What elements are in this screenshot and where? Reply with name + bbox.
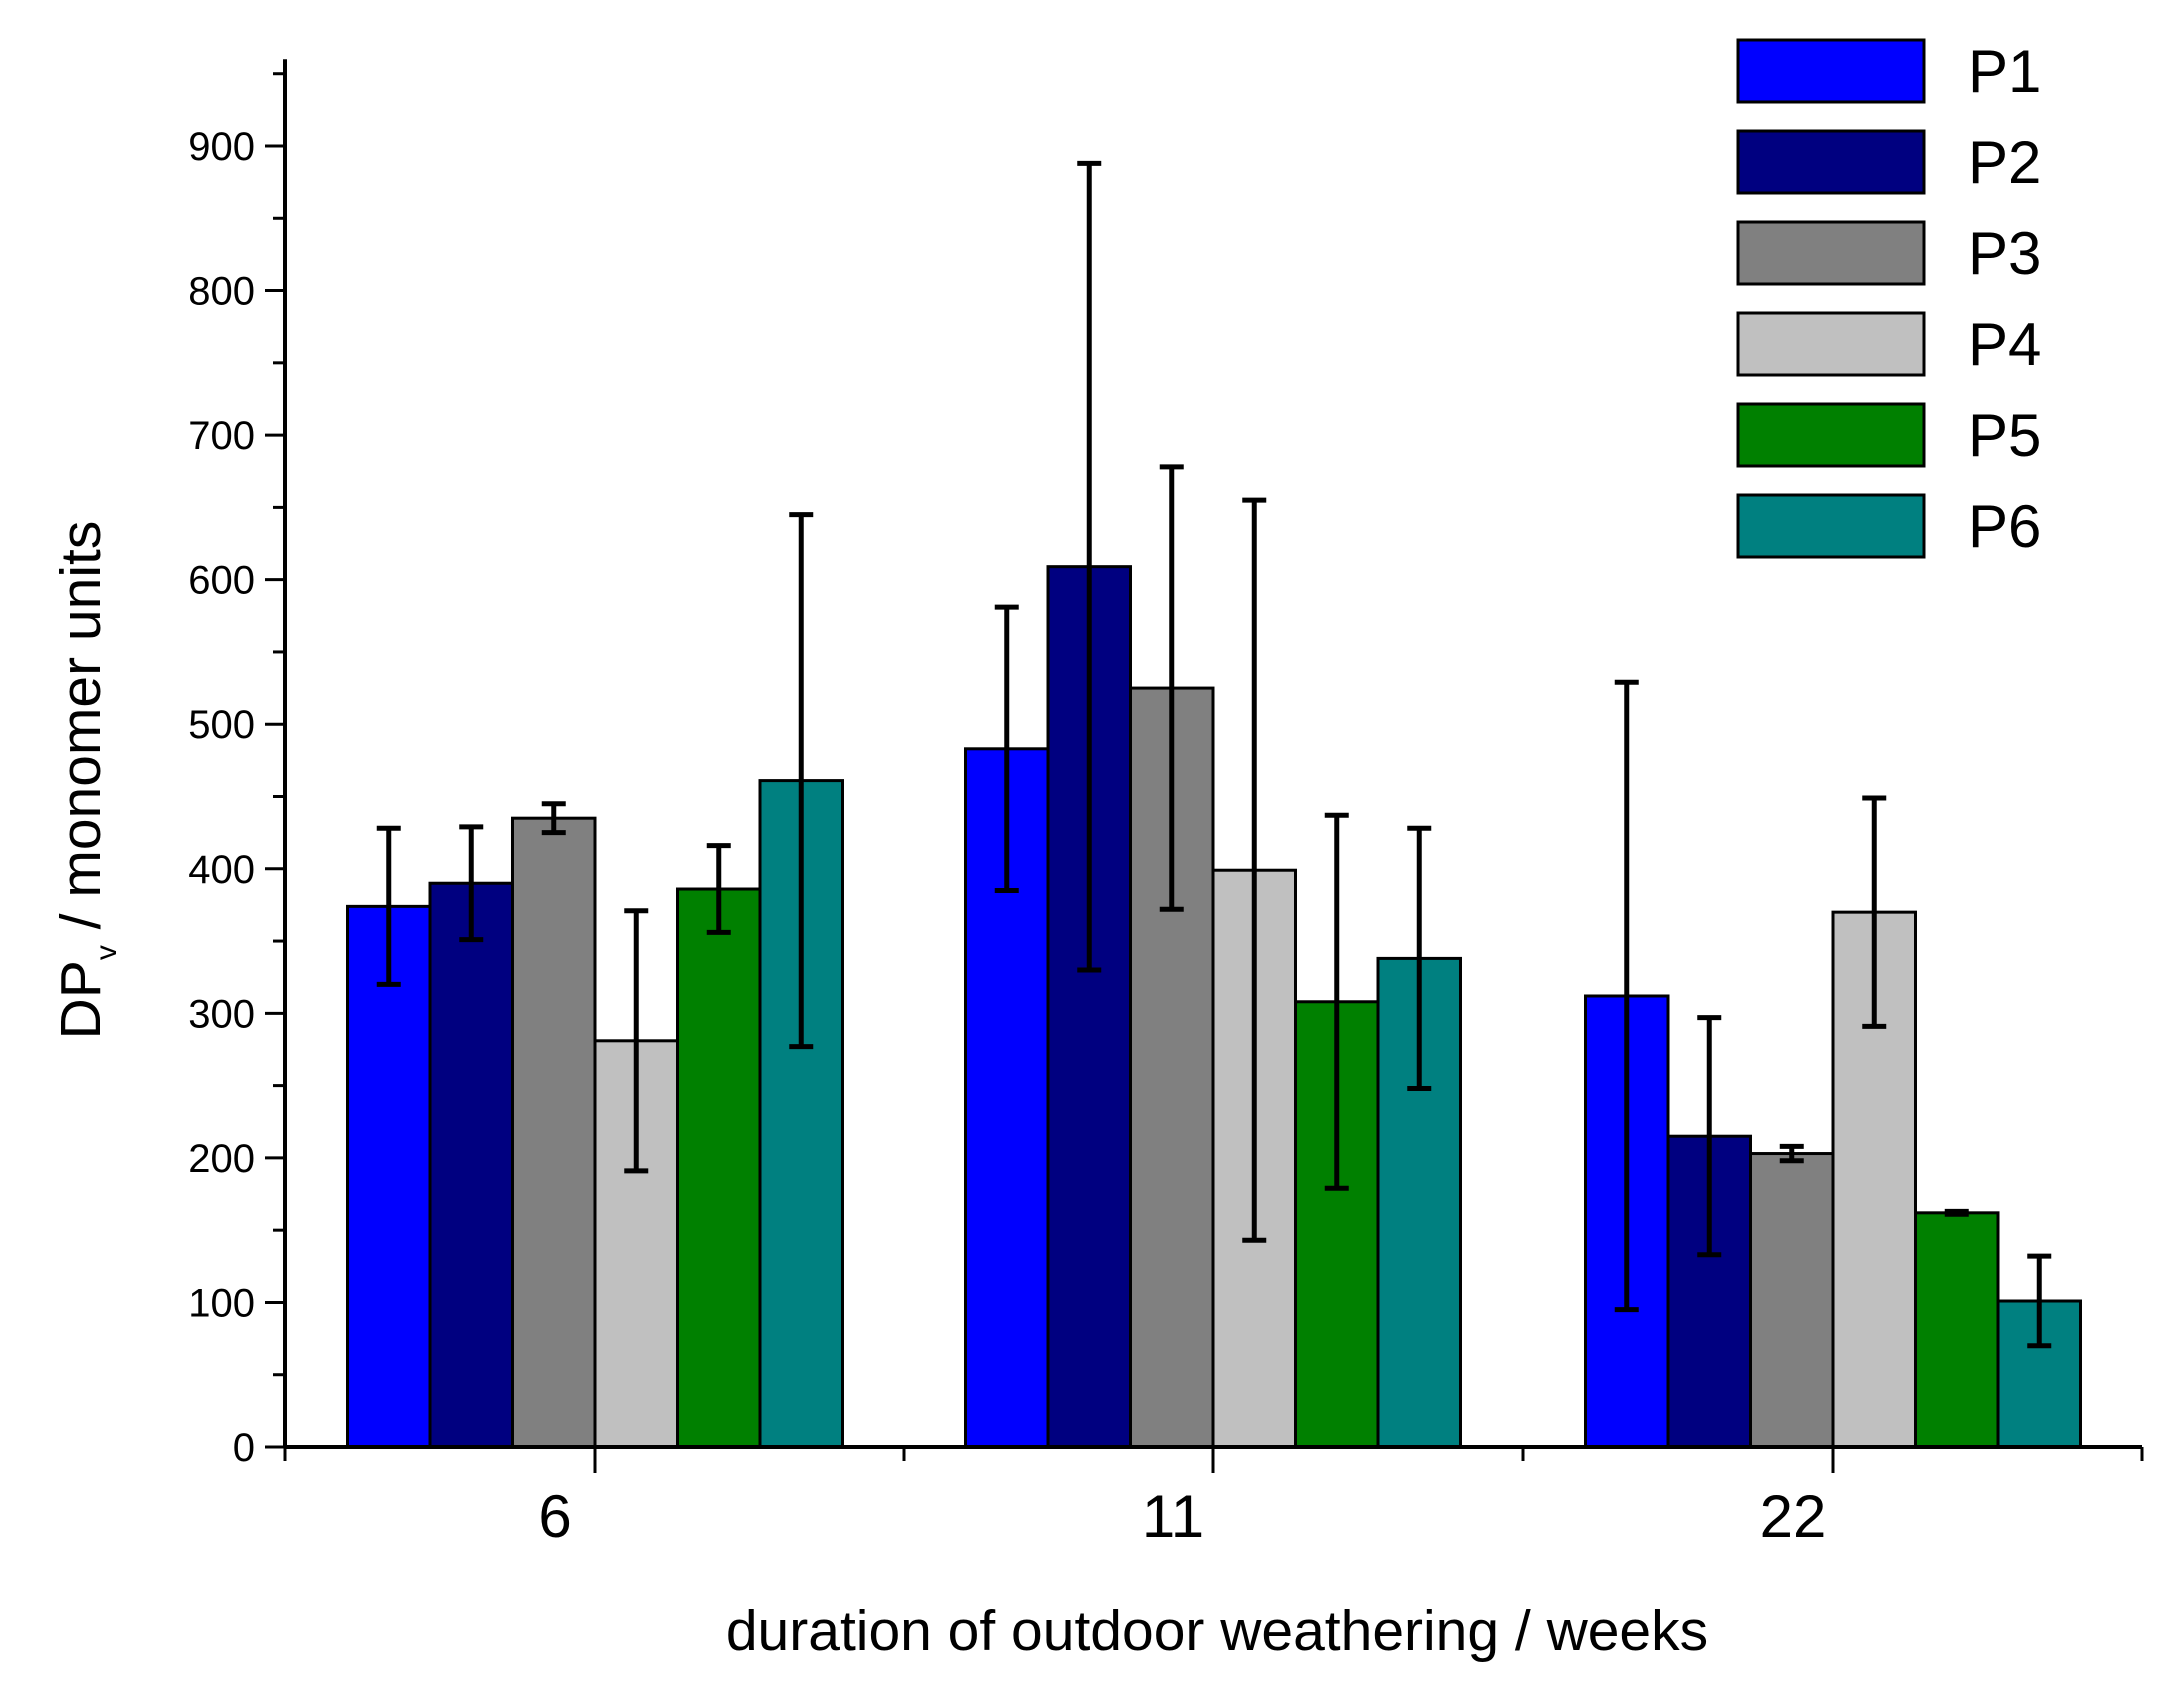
axes: 0 100 200 300 400 500 600 700 800 900 6 11 22 bbox=[188, 59, 2144, 1550]
error-bar-p4-week-22 bbox=[1862, 795, 1887, 1029]
error-bar-p5-week-22 bbox=[1944, 1208, 1969, 1217]
y-tick-label: 100 bbox=[188, 1281, 255, 1325]
legend-item-p5: P5 bbox=[1736, 402, 2041, 469]
legend-label: P6 bbox=[1968, 493, 2041, 560]
error-bar-p3-week-22 bbox=[1779, 1143, 1804, 1164]
y-tick-label: 400 bbox=[188, 848, 255, 892]
legend-swatch bbox=[1736, 311, 1926, 377]
legend-item-p3: P3 bbox=[1736, 220, 2041, 287]
error-bars bbox=[376, 160, 2052, 1349]
error-bar-p1-week-6 bbox=[376, 825, 401, 987]
bar-p5-week-22 bbox=[1914, 1211, 2000, 1449]
y-tick-label: 0 bbox=[233, 1426, 255, 1470]
legend-label: P4 bbox=[1968, 311, 2041, 378]
y-axis-title-subscript: v bbox=[90, 945, 123, 960]
error-bar-p4-week-11 bbox=[1242, 497, 1267, 1243]
bar-p3-week-22 bbox=[1749, 1152, 1835, 1449]
y-tick-label: 600 bbox=[188, 559, 255, 603]
y-tick-label: 200 bbox=[188, 1137, 255, 1181]
error-bar-p2-week-11 bbox=[1077, 160, 1102, 973]
error-bar-p1-week-22 bbox=[1614, 679, 1639, 1313]
legend-label: P3 bbox=[1968, 220, 2041, 287]
error-bar-p6-week-22 bbox=[2027, 1253, 2052, 1349]
legend-swatch bbox=[1736, 38, 1926, 104]
legend-swatch bbox=[1736, 220, 1926, 286]
error-bar-p1-week-11 bbox=[994, 604, 1019, 893]
y-axis-title-main: DP bbox=[49, 960, 113, 1039]
error-bar-p3-week-11 bbox=[1159, 464, 1184, 912]
y-tick-label: 900 bbox=[188, 125, 255, 169]
error-bar-p4-week-6 bbox=[624, 908, 649, 1174]
y-tick-label: 800 bbox=[188, 270, 255, 314]
bar-p1-week-6 bbox=[346, 904, 432, 1449]
bar-p3-week-6 bbox=[511, 816, 597, 1449]
error-bar-p2-week-22 bbox=[1697, 1015, 1722, 1258]
y-tick-label: 300 bbox=[188, 992, 255, 1036]
x-category-label: 22 bbox=[1760, 1483, 1827, 1550]
legend: P1 P2 P3 P4 P5 P6 bbox=[1736, 38, 2041, 560]
bar-p2-week-6 bbox=[428, 881, 514, 1449]
y-tick-label: 700 bbox=[188, 414, 255, 458]
x-category-label: 11 bbox=[1142, 1483, 1204, 1550]
legend-item-p2: P2 bbox=[1736, 129, 2041, 196]
x-category-label: 6 bbox=[538, 1483, 571, 1550]
y-axis-title: DPv / monomer units bbox=[49, 521, 123, 1040]
legend-item-p1: P1 bbox=[1736, 38, 2041, 105]
legend-swatch bbox=[1736, 129, 1926, 195]
x-axis-title: duration of outdoor weathering / weeks bbox=[726, 1599, 1708, 1663]
legend-item-p4: P4 bbox=[1736, 311, 2041, 378]
legend-swatch bbox=[1736, 493, 1926, 559]
error-bar-p6-week-11 bbox=[1407, 825, 1432, 1092]
error-bar-p2-week-6 bbox=[459, 824, 484, 943]
legend-label: P5 bbox=[1968, 402, 2041, 469]
legend-label: P1 bbox=[1968, 38, 2041, 105]
error-bar-p5-week-6 bbox=[706, 843, 731, 935]
bars bbox=[346, 565, 2082, 1449]
legend-item-p6: P6 bbox=[1736, 493, 2041, 560]
error-bar-p6-week-6 bbox=[789, 512, 814, 1050]
y-tick-label: 500 bbox=[188, 703, 255, 747]
legend-swatch bbox=[1736, 402, 1926, 468]
error-bar-p3-week-6 bbox=[541, 801, 566, 836]
error-bar-p5-week-11 bbox=[1324, 812, 1349, 1191]
y-axis-title-suffix: / monomer units bbox=[49, 521, 113, 946]
legend-label: P2 bbox=[1968, 129, 2041, 196]
bar-p5-week-6 bbox=[676, 887, 762, 1449]
